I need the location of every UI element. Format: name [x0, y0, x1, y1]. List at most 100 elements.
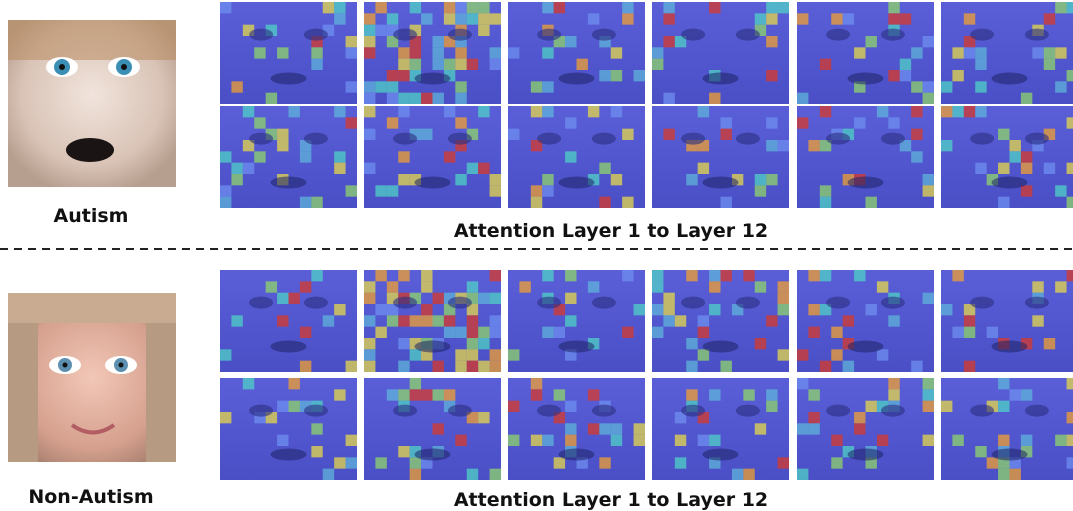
attention-patch	[754, 423, 767, 435]
attention-patch	[466, 292, 479, 304]
attention-patch	[876, 281, 889, 293]
attention-patch	[364, 13, 376, 25]
attention-patch	[743, 468, 755, 480]
attention-patch	[288, 400, 300, 412]
attention-map	[941, 378, 1073, 480]
attention-patch	[963, 47, 976, 59]
attention-patch	[922, 400, 934, 412]
attention-patch	[831, 457, 843, 469]
attention-patch	[254, 117, 266, 129]
attention-patch	[819, 304, 832, 316]
mouth	[847, 340, 884, 353]
attention-patch	[963, 36, 976, 48]
eye	[249, 296, 274, 309]
attention-patch	[364, 162, 376, 174]
attention-patch	[409, 36, 422, 48]
attention-patch	[952, 270, 964, 282]
attention-patch	[421, 389, 433, 401]
attention-patch	[311, 196, 323, 208]
attention-patch	[986, 457, 999, 469]
attention-patch	[633, 434, 645, 446]
attention-patch	[489, 326, 501, 338]
attention-patch	[743, 389, 755, 401]
attention-patch	[553, 2, 566, 14]
attention-patch	[277, 315, 289, 327]
attention-patch	[652, 58, 664, 70]
attention-patch	[831, 434, 843, 446]
attention-patch	[633, 70, 645, 82]
attention-patch	[876, 434, 889, 446]
attention-patch	[478, 326, 490, 338]
autism-photo	[8, 20, 176, 187]
attention-patch	[386, 81, 399, 93]
eye	[303, 404, 328, 417]
attention-patch	[542, 270, 554, 282]
attention-patch	[421, 128, 433, 140]
attention-patch	[334, 457, 346, 469]
attention-patch	[489, 13, 501, 25]
attention-patch	[963, 304, 976, 316]
attention-map	[364, 378, 501, 480]
mouth	[270, 340, 307, 353]
attention-patch	[754, 13, 767, 25]
attention-patch	[888, 378, 900, 390]
attention-patch	[334, 304, 346, 316]
attention-patch	[288, 292, 300, 304]
attention-patch	[386, 292, 399, 304]
attention-patch	[489, 292, 501, 304]
attention-patch	[254, 412, 266, 424]
attention-patch	[375, 24, 387, 36]
attention-patch	[1009, 457, 1021, 469]
attention-patch	[842, 360, 855, 372]
attention-patch	[865, 304, 877, 316]
attention-patch	[489, 58, 501, 70]
attention-patch	[455, 47, 467, 59]
eye	[393, 28, 418, 41]
attention-patch	[1020, 92, 1033, 104]
attention-patch	[277, 140, 289, 152]
attention-patch	[587, 389, 600, 401]
eye	[826, 404, 851, 417]
attention-patch	[421, 92, 433, 104]
attention-patch	[663, 2, 675, 14]
attention-patch	[766, 36, 778, 48]
attention-patch	[697, 106, 710, 118]
attention-patch	[963, 315, 976, 327]
attention-patch	[1020, 434, 1033, 446]
attention-patch	[899, 58, 912, 70]
attention-patch	[797, 92, 809, 104]
attention-patch	[466, 128, 479, 140]
attention-patch	[808, 140, 820, 152]
eye	[735, 296, 760, 309]
attention-map	[797, 2, 934, 104]
attention-patch	[663, 292, 675, 304]
attention-patch	[466, 412, 479, 424]
attention-patch	[1055, 281, 1067, 293]
attention-patch	[220, 196, 232, 208]
attention-map	[652, 378, 789, 480]
attention-patch	[299, 140, 312, 152]
eye	[303, 132, 328, 145]
attention-patch	[553, 389, 566, 401]
attention-patch	[299, 360, 312, 372]
attention-patch	[220, 412, 232, 424]
attention-patch	[455, 58, 467, 70]
attention-patch	[998, 378, 1010, 390]
attention-patch	[697, 140, 710, 152]
attention-patch	[709, 304, 721, 316]
attention-patch	[265, 92, 278, 104]
attention-patch	[542, 185, 554, 197]
mouth	[991, 448, 1028, 461]
eye	[393, 296, 418, 309]
attention-patch	[466, 162, 479, 174]
attention-patch	[922, 185, 934, 197]
attention-patch	[265, 281, 278, 293]
mouth	[702, 176, 739, 189]
attention-patch	[766, 70, 778, 82]
attention-patch	[364, 24, 376, 36]
attention-patch	[466, 315, 479, 327]
attention-patch	[443, 151, 456, 163]
attention-patch	[1055, 2, 1067, 14]
attention-patch	[610, 106, 623, 118]
attention-patch	[530, 185, 543, 197]
